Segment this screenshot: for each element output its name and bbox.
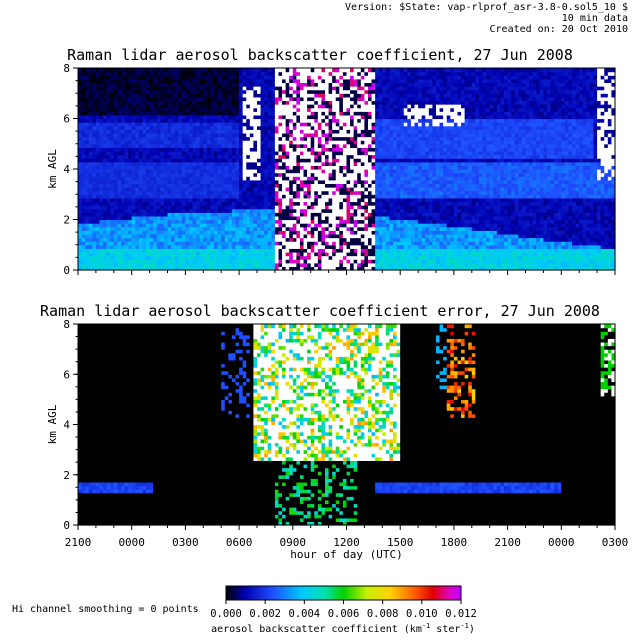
ylabel: km AGL: [46, 149, 59, 189]
ytick-label: 8: [63, 62, 70, 75]
ytick-label: 2: [63, 214, 70, 227]
colorbar-tick-label: 0.008: [367, 608, 399, 620]
bottom-panel-heatmap: [78, 324, 616, 526]
ytick-label: 6: [63, 368, 70, 381]
xtick-label: 1800: [441, 536, 468, 549]
colorbar-label: aerosol backscatter coefficient (km-1 st…: [211, 622, 475, 635]
smoothing-note: Hi channel smoothing = 0 points: [12, 604, 199, 615]
header-info: Version: $State: vap-rlprof_asr-3.8-0.so…: [345, 2, 628, 35]
top-panel-heatmap: [78, 68, 616, 271]
xtick-label: 2100: [494, 536, 521, 549]
colorbar-tick-label: 0.004: [289, 608, 321, 620]
colorbar-gradient: [225, 585, 462, 601]
colorbar-ticks: 0.000 0.002 0.004 0.006 0.008 0.010 0.012: [210, 600, 477, 620]
xtick-label: 0000: [548, 536, 575, 549]
ytick-label: 0: [63, 264, 70, 277]
xtick-label: 0300: [172, 536, 199, 549]
xtick-label: 2100: [65, 536, 92, 549]
xlabel: hour of day (UTC): [290, 548, 403, 561]
ytick-label: 6: [63, 113, 70, 126]
ytick-label: 0: [63, 519, 70, 532]
colorbar-tick-label: 0.010: [406, 608, 438, 620]
colorbar-tick-label: 0.006: [328, 608, 360, 620]
ytick-label: 2: [63, 469, 70, 482]
ylabel: km AGL: [46, 404, 59, 444]
version-text: Version: $State: vap-rlprof_asr-3.8-0.so…: [345, 2, 628, 13]
xtick-label: 0300: [602, 536, 629, 549]
colorbar-tick-label: 0.002: [249, 608, 281, 620]
bottom-panel-title: Raman lidar aerosol backscatter coeffici…: [40, 302, 600, 320]
xtick-label: 1500: [387, 536, 414, 549]
xtick-label: 1200: [333, 536, 360, 549]
axes-layer: 0 2 4 6 8 km AGL 0 2 4 6 8 km AGL 2100 0000 0300 0600 09…: [46, 62, 628, 561]
xtick-label: 0600: [226, 536, 253, 549]
colorbar-tick-label: 0.012: [445, 608, 477, 620]
top-panel-title: Raman lidar aerosol backscatter coeffici…: [67, 46, 573, 64]
xtick-label: 0900: [280, 536, 307, 549]
ytick-label: 4: [63, 163, 70, 176]
colorbar-tick-label: 0.000: [210, 608, 242, 620]
colorbar: 0.000 0.002 0.004 0.006 0.008 0.010 0.012 aero…: [210, 585, 477, 635]
created-text: Created on: 20 Oct 2010: [489, 24, 628, 35]
xtick-label: 0000: [118, 536, 145, 549]
cadence-text: 10 min data: [561, 13, 628, 24]
ytick-label: 4: [63, 419, 70, 432]
ytick-label: 8: [63, 318, 70, 331]
